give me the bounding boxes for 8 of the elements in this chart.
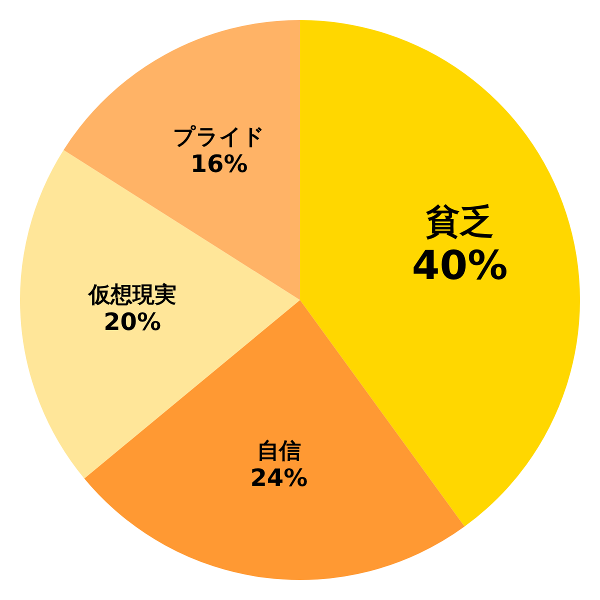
slice-label: プライド	[173, 125, 266, 150]
data-label: 20%	[104, 308, 162, 336]
slice-label: 自信	[256, 438, 301, 464]
data-label: 24%	[250, 464, 308, 492]
data-label: 16%	[190, 150, 248, 178]
slice-label: 仮想現実	[87, 282, 176, 308]
slice-label: 貧乏	[424, 202, 494, 242]
data-label: 40%	[412, 242, 508, 289]
